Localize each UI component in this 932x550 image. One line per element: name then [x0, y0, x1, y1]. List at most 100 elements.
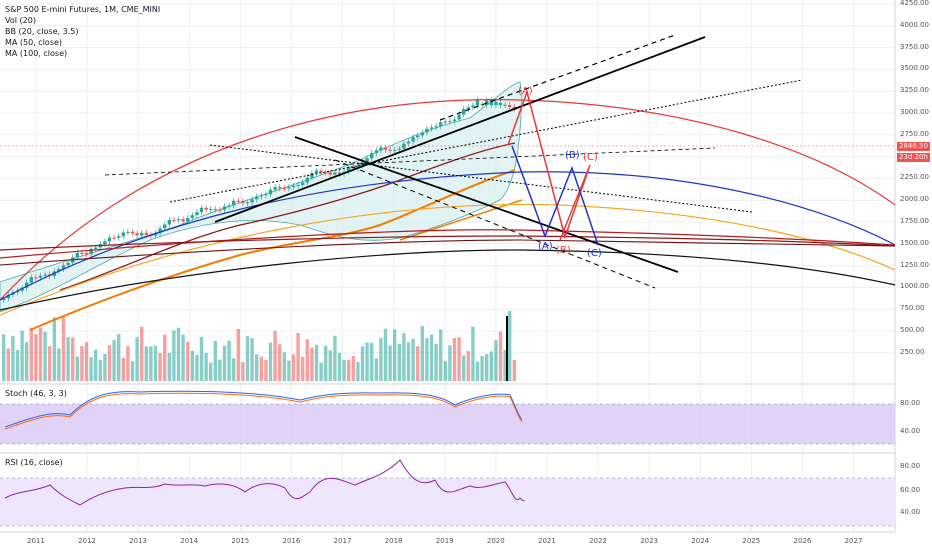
candle-body: [29, 277, 33, 283]
volume-bar: [43, 331, 47, 381]
price-tick: 1500.00: [900, 238, 929, 247]
price-tick: 1000.00: [900, 282, 929, 291]
candle-body: [347, 166, 351, 172]
candle-body: [80, 252, 84, 254]
volume-bar: [144, 346, 148, 381]
symbol-title[interactable]: S&P 500 E-mini Futures, 1M, CME_MINI: [5, 5, 161, 14]
indicator-ma50[interactable]: MA (50, close): [5, 38, 63, 47]
volume-bar: [186, 341, 190, 381]
volume-bar: [273, 330, 277, 381]
candle-body: [278, 187, 282, 189]
blue-wave-label-c: (C): [587, 248, 602, 259]
candle-body: [420, 132, 424, 136]
candle-body: [163, 224, 167, 229]
indicator-bb[interactable]: BB (20, close, 3.5): [5, 27, 79, 36]
volume-bar: [232, 358, 236, 381]
volume-bar: [498, 331, 503, 381]
candle-body: [135, 233, 139, 236]
price-tick: 2750.00: [900, 129, 929, 138]
stoch-k-line: [4, 390, 523, 428]
volume-bar: [181, 334, 185, 381]
candle-body: [282, 188, 286, 190]
time-tick: 2016: [282, 537, 301, 545]
candle-body: [310, 173, 314, 178]
volume-bar: [117, 334, 121, 381]
dotted-trendline: [169, 79, 803, 203]
volume-bar: [388, 345, 392, 381]
candle-body: [2, 298, 6, 300]
volume-bar: [393, 329, 397, 381]
indicator-ma100[interactable]: MA (100, close): [5, 49, 68, 58]
volume-bar: [480, 356, 484, 381]
volume-bar: [296, 332, 300, 381]
candle-body: [140, 232, 144, 236]
volume-bar: [342, 360, 346, 381]
time-tick: 2027: [844, 537, 863, 545]
volume-bar: [448, 345, 452, 381]
orange-arc: [0, 203, 896, 316]
stoch-pane-title[interactable]: Stoch (46, 3, 3): [5, 389, 67, 398]
candle-body: [213, 208, 217, 210]
volume-bar: [98, 359, 102, 381]
volume-bar: [71, 337, 75, 381]
candle-body: [379, 147, 383, 151]
candle-body: [319, 170, 323, 173]
time-tick: 2022: [589, 537, 607, 545]
time-tick: 2018: [384, 537, 403, 545]
volume-bar: [227, 340, 231, 381]
volume-bar: [475, 361, 480, 381]
volume-bar: [383, 328, 388, 381]
candle-body: [167, 219, 171, 225]
candle-body: [117, 236, 121, 238]
volume-bar: [439, 329, 443, 381]
candle-body: [291, 185, 296, 188]
ma-100-extension: [399, 199, 523, 241]
candle-body: [356, 165, 360, 169]
dark-red-arc-2: [0, 235, 896, 251]
candle-body: [84, 253, 89, 255]
candle-body: [43, 274, 47, 276]
rsi-tick-60: 60.00: [900, 486, 921, 494]
volume-bar: [199, 336, 204, 381]
volume-bar: [2, 334, 6, 381]
candle-body: [397, 148, 401, 150]
volume-bar: [406, 342, 411, 381]
time-tick: 2023: [640, 537, 659, 545]
downtrend-line: [294, 136, 679, 273]
candle-body: [222, 206, 227, 210]
stoch-tick-40: 40.00: [900, 427, 921, 435]
candle-body: [457, 114, 461, 120]
rsi-pane-title[interactable]: RSI (16, close): [5, 458, 63, 467]
candle-body: [411, 137, 415, 142]
candle-body: [388, 149, 392, 151]
candle-body: [287, 187, 291, 189]
indicator-vol[interactable]: Vol (20): [5, 16, 36, 25]
volume-bar: [250, 337, 254, 381]
volume-bar: [20, 330, 24, 381]
countdown-tag: 23d 20h: [897, 153, 930, 162]
candle-body: [199, 207, 204, 213]
candle-body: [416, 135, 420, 138]
volume-bar: [337, 352, 342, 381]
candle-body: [172, 219, 176, 221]
price-tick: 500.00: [900, 326, 925, 334]
volume-bar: [489, 351, 493, 381]
candle-body: [126, 231, 130, 233]
volume-bar: [80, 346, 84, 381]
time-tick: 2011: [27, 537, 45, 545]
candle-body: [38, 275, 43, 278]
volume-bar: [158, 352, 162, 381]
candle-body: [443, 121, 447, 123]
volume-bar: [457, 337, 461, 381]
candle-body: [498, 102, 503, 105]
volume-bar: [172, 330, 176, 381]
candle-body: [337, 172, 342, 174]
volume-bar: [291, 354, 296, 381]
candle-body: [158, 228, 162, 234]
volume-bar: [195, 354, 199, 381]
volume-bar: [452, 337, 457, 381]
time-tick: 2013: [129, 537, 148, 545]
rsi-tick-40: 40.00: [900, 508, 921, 516]
volume-bar: [130, 361, 135, 381]
